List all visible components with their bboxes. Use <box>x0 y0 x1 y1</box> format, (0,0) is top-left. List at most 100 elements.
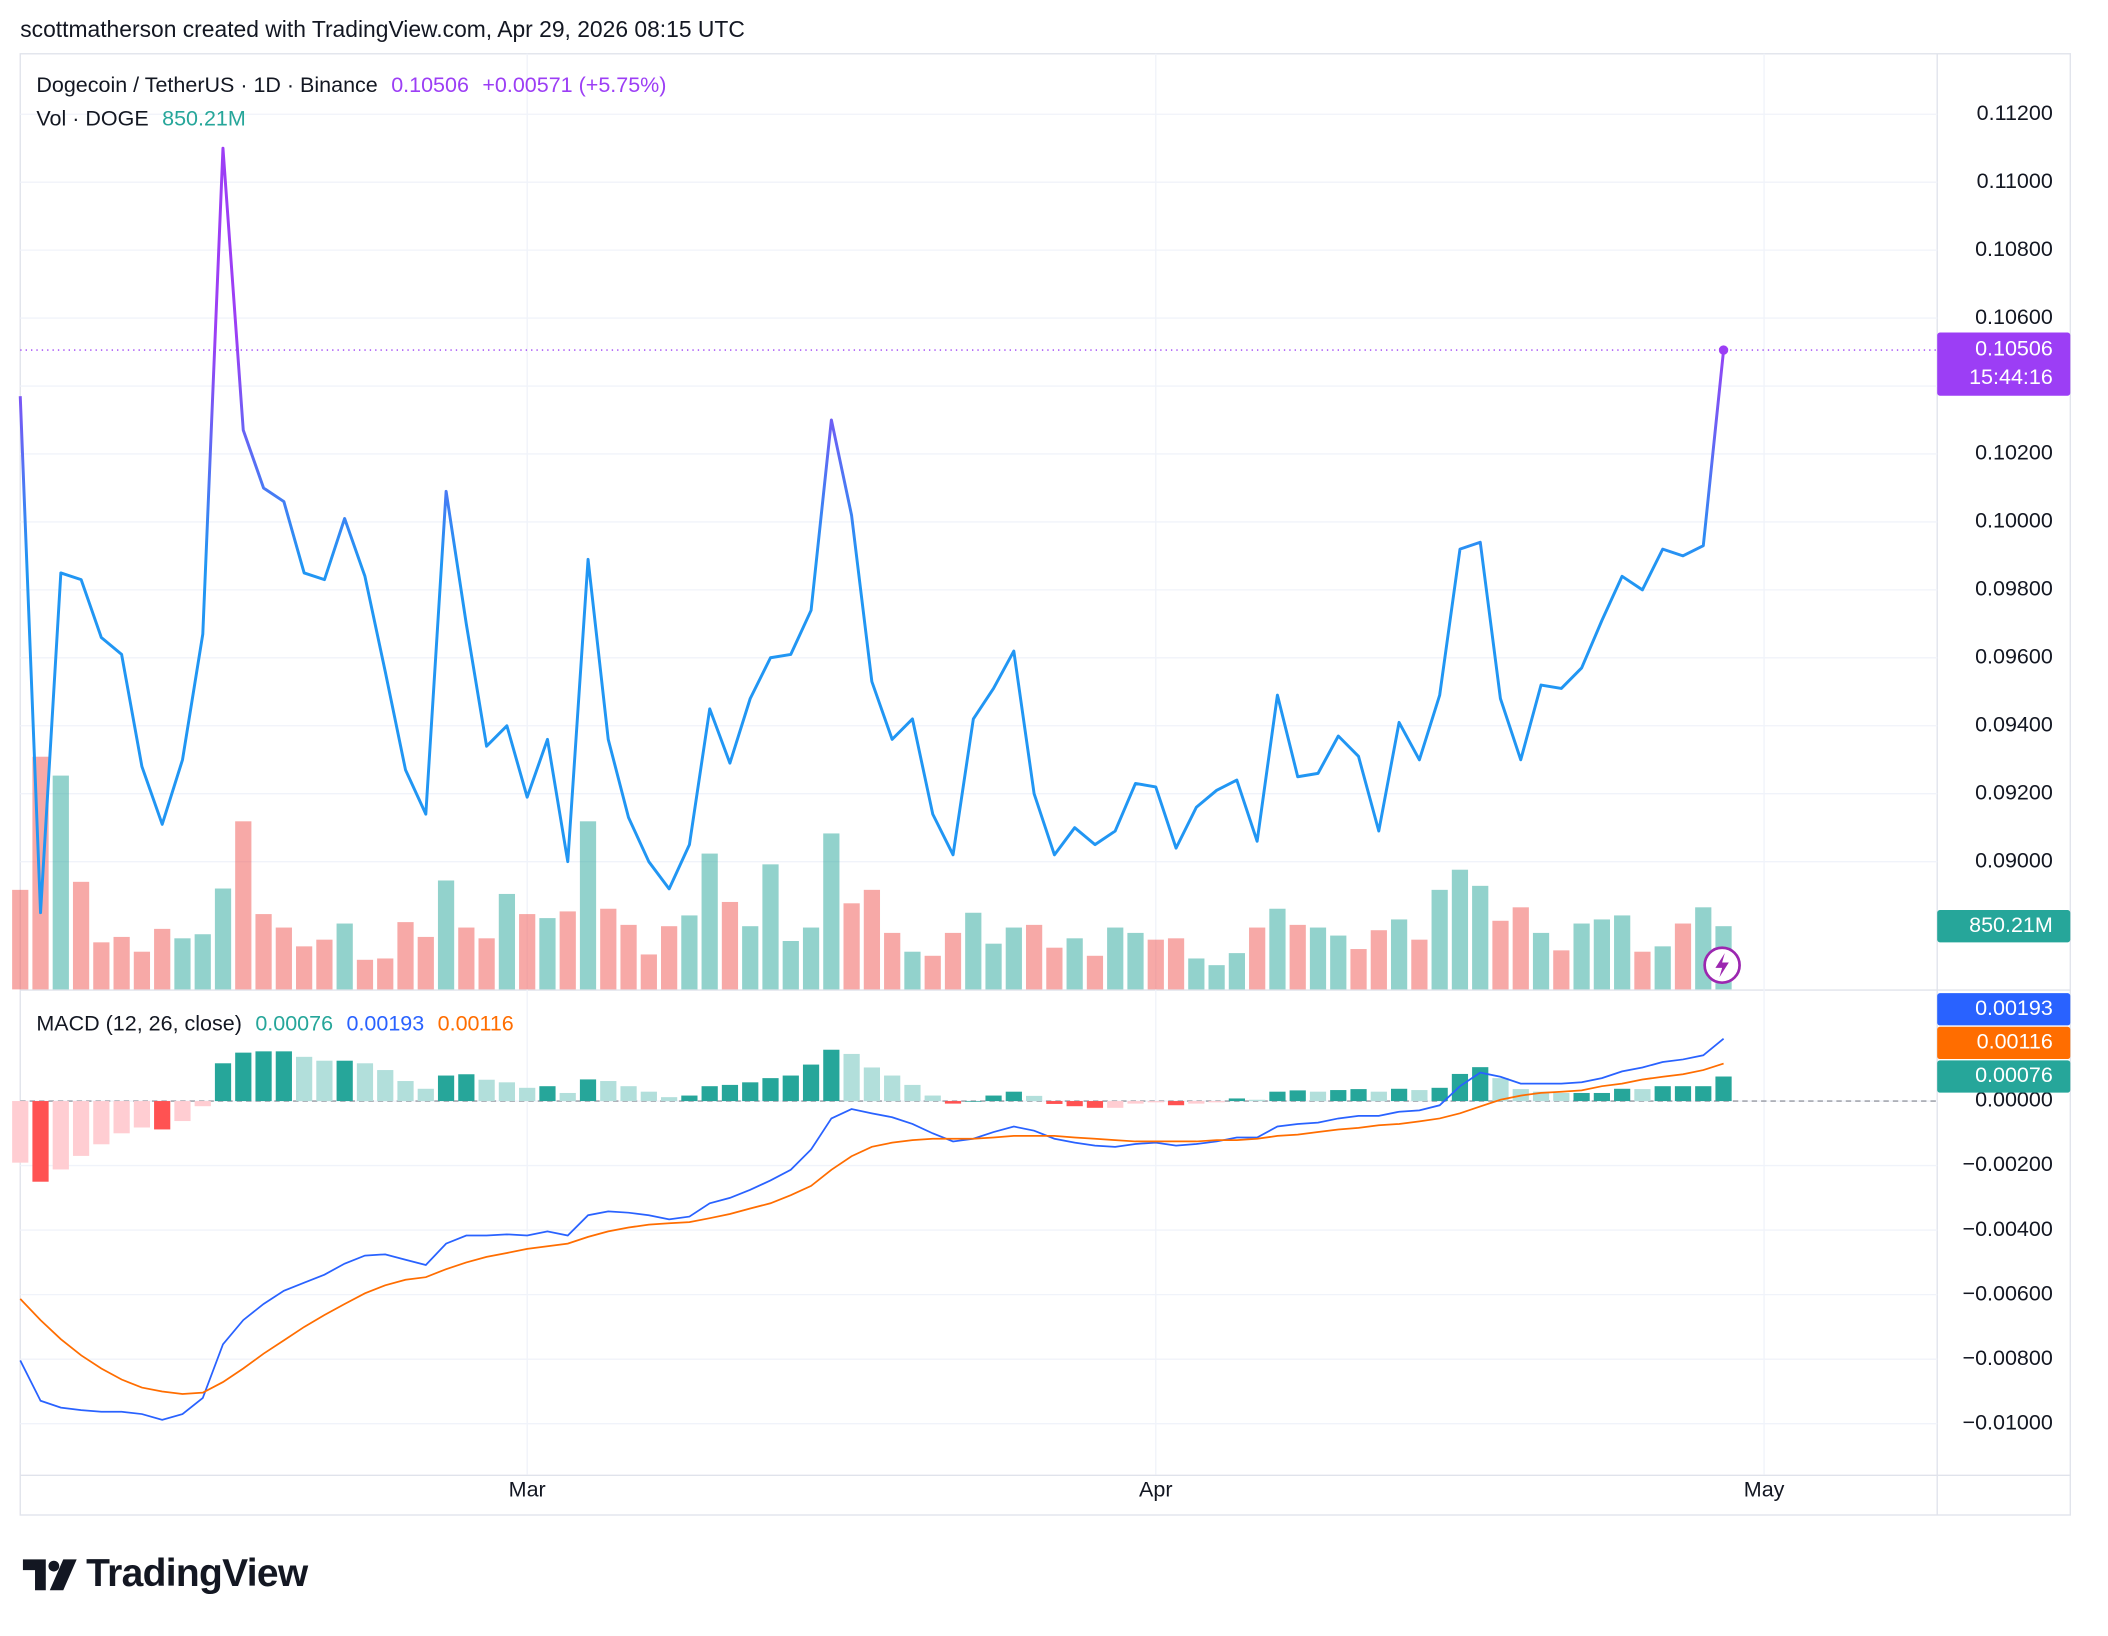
histogram-bar <box>1654 1086 1671 1102</box>
histogram-bar <box>417 1088 434 1102</box>
volume-bar <box>316 939 333 990</box>
histogram-bar <box>742 1082 759 1102</box>
volume-bar <box>458 927 475 990</box>
histogram-bar <box>397 1081 414 1102</box>
histogram-bar <box>1127 1101 1144 1104</box>
symbol-title: Dogecoin / TetherUS · 1D · Binance <box>36 73 377 97</box>
histogram-bar <box>1025 1095 1043 1102</box>
histogram-bar <box>1269 1091 1286 1102</box>
histogram-bar <box>985 1095 1002 1102</box>
y-tick-label: 0.10600 <box>1975 305 2053 329</box>
histogram-bar <box>336 1060 353 1102</box>
macd-tick-label: −0.00400 <box>1963 1217 2053 1241</box>
volume-bar <box>1107 927 1124 990</box>
volume-bar <box>1127 932 1144 990</box>
histogram-bar <box>640 1091 657 1102</box>
volume-bar <box>742 926 759 990</box>
volume-bar <box>1167 938 1185 990</box>
macd-value-label: 0.00116 <box>1977 1030 2053 1054</box>
histogram-bar <box>1005 1091 1022 1102</box>
volume-bar <box>12 889 29 990</box>
volume-bar <box>640 954 657 990</box>
volume-bar <box>944 932 962 990</box>
volume-bar <box>1147 939 1164 990</box>
histogram-bar <box>701 1086 718 1102</box>
volume-bar <box>579 821 597 990</box>
histogram-bar <box>12 1101 29 1163</box>
chart-frame <box>19 53 2071 1516</box>
credit: scottmatherson created with TradingView.… <box>20 16 745 42</box>
volume-bar <box>356 959 374 990</box>
volume-bar <box>681 915 698 990</box>
volume-bar <box>1390 919 1408 990</box>
volume-bar <box>701 853 718 990</box>
price-label-box <box>1937 332 2071 396</box>
plot-layer: Mar Apr May 0.09000 0.09200 0.09400 0.09600 0.0… <box>12 53 2071 1501</box>
volume-bar <box>336 923 353 990</box>
histogram-bar <box>275 1051 292 1102</box>
histogram-bar <box>1350 1089 1367 1102</box>
volume-bar <box>843 903 860 990</box>
histogram-bar <box>559 1092 576 1102</box>
y-tick-label: 0.09200 <box>1975 780 2053 804</box>
volume-bar <box>519 914 536 990</box>
histogram-bar <box>1289 1090 1306 1102</box>
y-tick-label: 0.09400 <box>1975 712 2053 736</box>
volume-bar <box>884 932 901 990</box>
histogram-bar <box>762 1078 779 1102</box>
histogram-bar <box>1634 1089 1651 1102</box>
volume-bar <box>255 914 272 990</box>
histogram-bar <box>1614 1088 1631 1102</box>
histogram-bar <box>32 1101 49 1182</box>
alert-icon[interactable] <box>1703 946 1741 985</box>
volume-bar <box>154 928 171 990</box>
histogram-bar <box>843 1053 860 1102</box>
histogram-bar <box>356 1063 374 1102</box>
histogram-bar <box>1107 1101 1124 1108</box>
volume-bar <box>782 941 799 990</box>
y-tick-label: 0.10000 <box>1975 509 2053 533</box>
y-tick-label: 0.09000 <box>1975 848 2053 872</box>
histogram-bar <box>1309 1091 1327 1102</box>
volume-bar <box>1005 927 1022 990</box>
histogram-bar <box>437 1075 455 1102</box>
volume-bar <box>1532 932 1550 990</box>
volume-bar <box>417 936 434 990</box>
histogram-bar <box>539 1086 556 1102</box>
x-tick-label: Mar <box>509 1477 546 1501</box>
histogram-bar <box>600 1081 617 1102</box>
volume-bar <box>823 833 840 990</box>
brand: TradingView <box>86 1552 309 1595</box>
histogram-bar <box>1715 1076 1732 1102</box>
histogram-bar <box>1695 1086 1712 1102</box>
price-label: 0.10506 <box>1975 337 2053 361</box>
x-tick-label: Apr <box>1139 1477 1172 1501</box>
macd-value-box <box>1937 1026 2071 1060</box>
volume-bar <box>863 889 881 990</box>
histogram-bar <box>863 1067 881 1102</box>
logo: TradingView <box>22 1552 310 1595</box>
last-price: 0.10506 <box>391 73 469 97</box>
volume-bar <box>1228 953 1245 990</box>
histogram-bar <box>1167 1101 1185 1106</box>
volume-bar <box>174 938 191 990</box>
volume-bar <box>397 922 414 990</box>
volume-bar <box>1350 949 1367 990</box>
volume-bar <box>1370 930 1387 990</box>
histogram-bar <box>1249 1099 1266 1102</box>
signal-line <box>19 1062 1724 1395</box>
volume-bar <box>1654 946 1671 990</box>
volume-bar <box>113 936 130 990</box>
volume-last-box <box>1937 910 2071 943</box>
volume-bar <box>1289 924 1306 990</box>
volume-bar <box>924 955 941 990</box>
macd-value: 0.00193 <box>346 1011 424 1035</box>
alert-bolt <box>1715 953 1729 978</box>
volume-bar <box>1086 955 1104 990</box>
macd-title: MACD (12, 26, close) <box>36 1011 242 1035</box>
volume-bar <box>1634 951 1651 990</box>
volume-bar <box>1431 889 1448 990</box>
volume-bar <box>1593 919 1610 990</box>
volume-bar <box>904 951 921 990</box>
